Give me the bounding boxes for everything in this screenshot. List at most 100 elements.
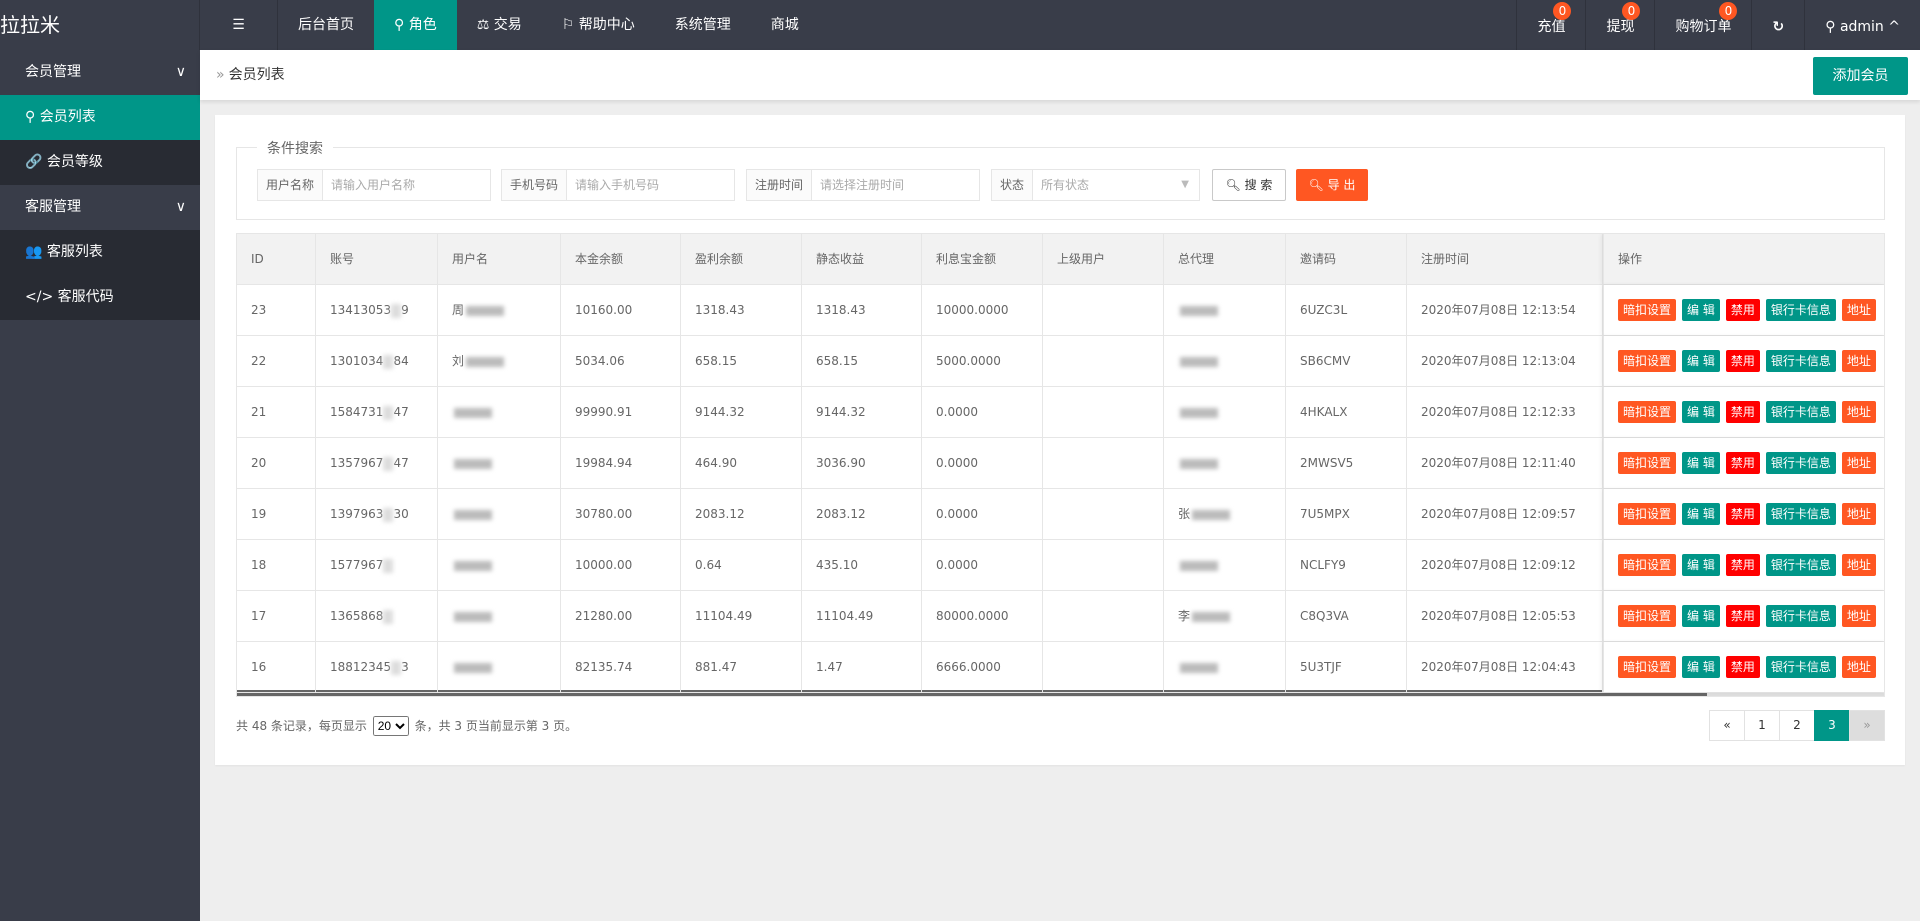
- edit-button[interactable]: 编 辑: [1682, 503, 1720, 525]
- row-actions: 暗扣设置编 辑禁用 银行卡信息 地址: [1603, 285, 1884, 335]
- nav-home[interactable]: 后台首页: [298, 17, 354, 33]
- disable-button[interactable]: 禁用: [1725, 452, 1760, 474]
- disable-button[interactable]: 禁用: [1725, 503, 1760, 525]
- username-input[interactable]: [323, 170, 490, 200]
- nav-trade[interactable]: ⚖ 交易: [476, 17, 522, 33]
- table-header: ID 账号 用户名 本金余额 盈利余额 静态收益 利息宝金额 上级用户 总代理 邀请码 注册时间 操作: [237, 234, 1884, 285]
- deduct-settings-button[interactable]: 暗扣设置: [1618, 503, 1677, 525]
- redacted: [454, 560, 492, 571]
- column-header: 邀请码: [1286, 234, 1407, 284]
- link-icon: 🔗: [25, 154, 47, 170]
- address-button[interactable]: 地址: [1841, 401, 1876, 423]
- address-button[interactable]: 地址: [1841, 299, 1876, 321]
- deduct-settings-button[interactable]: 暗扣设置: [1618, 350, 1677, 372]
- nav-orders[interactable]: 购物订单 0: [1654, 0, 1751, 50]
- refresh-icon[interactable]: ↻: [1751, 0, 1804, 50]
- sidebar-group-members[interactable]: 会员管理 ∨: [0, 50, 200, 95]
- bank-card-button[interactable]: 银行卡信息: [1765, 605, 1836, 627]
- page-next[interactable]: »: [1849, 710, 1885, 741]
- cell-acc: 1584731 47: [316, 387, 438, 437]
- row-actions: 暗扣设置编 辑禁用 银行卡信息 地址: [1603, 642, 1884, 692]
- bank-card-button[interactable]: 银行卡信息: [1765, 401, 1836, 423]
- edit-button[interactable]: 编 辑: [1682, 299, 1720, 321]
- cell-profit: 1318.43: [681, 285, 802, 335]
- status-select[interactable]: 所有状态 ▼: [1033, 170, 1199, 200]
- nav-recharge[interactable]: 充值 0: [1516, 0, 1585, 50]
- sidebar-item-member-level[interactable]: 🔗 会员等级: [0, 140, 200, 185]
- nav-mall[interactable]: 商城: [770, 17, 799, 33]
- disable-button[interactable]: 禁用: [1725, 401, 1760, 423]
- code-icon: </>: [25, 289, 58, 305]
- address-button[interactable]: 地址: [1841, 605, 1876, 627]
- cell-id: 21: [237, 387, 316, 437]
- redacted: [1180, 560, 1218, 571]
- edit-button[interactable]: 编 辑: [1682, 350, 1720, 372]
- bank-card-button[interactable]: 银行卡信息: [1765, 503, 1836, 525]
- cell-interest: 0.0000: [922, 387, 1043, 437]
- address-button[interactable]: 地址: [1841, 656, 1876, 678]
- regtime-input[interactable]: [812, 170, 979, 200]
- deduct-settings-button[interactable]: 暗扣设置: [1618, 656, 1677, 678]
- page-prev[interactable]: «: [1709, 710, 1745, 741]
- cell-id: 16: [237, 642, 316, 692]
- bank-card-button[interactable]: 银行卡信息: [1765, 350, 1836, 372]
- deduct-settings-button[interactable]: 暗扣设置: [1618, 605, 1677, 627]
- bank-card-button[interactable]: 银行卡信息: [1765, 299, 1836, 321]
- breadcrumb: » 会员列表 添加会员: [200, 50, 1920, 100]
- redacted: [391, 660, 402, 675]
- sidebar-item-member-list[interactable]: ⚲ 会员列表: [0, 95, 200, 140]
- horizontal-scrollbar[interactable]: [237, 690, 1884, 696]
- nav-withdraw[interactable]: 提现 0: [1585, 0, 1654, 50]
- redacted: [391, 303, 402, 318]
- column-header: ID: [237, 234, 316, 284]
- disable-button[interactable]: 禁用: [1725, 605, 1760, 627]
- sidebar-item-service-list[interactable]: 👥 客服列表: [0, 230, 200, 275]
- edit-button[interactable]: 编 辑: [1682, 554, 1720, 576]
- edit-button[interactable]: 编 辑: [1682, 401, 1720, 423]
- cell-principal: 10000.00: [561, 540, 681, 590]
- disable-button[interactable]: 禁用: [1725, 299, 1760, 321]
- per-page-select[interactable]: 20: [372, 716, 409, 736]
- edit-button[interactable]: 编 辑: [1682, 605, 1720, 627]
- edit-button[interactable]: 编 辑: [1682, 452, 1720, 474]
- chevron-down-icon: ∨: [175, 64, 186, 80]
- nav-role[interactable]: ⚲ 角色: [374, 0, 457, 50]
- username-group: 用户名称: [257, 169, 491, 201]
- sidebar-toggle-icon[interactable]: ☰: [200, 0, 278, 50]
- export-button[interactable]: 🔍︎ 导 出: [1296, 169, 1368, 201]
- address-button[interactable]: 地址: [1841, 503, 1876, 525]
- disable-button[interactable]: 禁用: [1725, 554, 1760, 576]
- bank-card-button[interactable]: 银行卡信息: [1765, 656, 1836, 678]
- bank-card-button[interactable]: 银行卡信息: [1765, 452, 1836, 474]
- redacted: [1180, 458, 1218, 469]
- sidebar-item-service-code[interactable]: </> 客服代码: [0, 275, 200, 320]
- address-button[interactable]: 地址: [1841, 452, 1876, 474]
- deduct-settings-button[interactable]: 暗扣设置: [1618, 452, 1677, 474]
- edit-button[interactable]: 编 辑: [1682, 656, 1720, 678]
- regtime-group: 注册时间: [746, 169, 980, 201]
- table-row: 22 1301034 84 刘 5034.06 658.15 658.15 5000.0000…: [237, 336, 1884, 387]
- page-2[interactable]: 2: [1779, 710, 1815, 741]
- deduct-settings-button[interactable]: 暗扣设置: [1618, 401, 1677, 423]
- cell-acc: 18812345 3: [316, 642, 438, 692]
- page-3[interactable]: 3: [1814, 710, 1850, 741]
- deduct-settings-button[interactable]: 暗扣设置: [1618, 554, 1677, 576]
- nav-help[interactable]: ⚐ 帮助中心: [561, 17, 635, 33]
- table-row: 21 1584731 47 99990.91 9144.32 9144.32 0.0000 4…: [237, 387, 1884, 438]
- phone-input[interactable]: [567, 170, 734, 200]
- sidebar-group-service[interactable]: 客服管理 ∨: [0, 185, 200, 230]
- deduct-settings-button[interactable]: 暗扣设置: [1618, 299, 1677, 321]
- address-button[interactable]: 地址: [1841, 350, 1876, 372]
- search-button[interactable]: 🔍︎ 搜 索: [1212, 169, 1286, 201]
- add-member-button[interactable]: 添加会员: [1813, 57, 1908, 95]
- disable-button[interactable]: 禁用: [1725, 656, 1760, 678]
- redacted: [1180, 356, 1218, 367]
- address-button[interactable]: 地址: [1841, 554, 1876, 576]
- table-row: 17 1365868 21280.00 11104.49 11104.49 80000.0…: [237, 591, 1884, 642]
- bank-card-button[interactable]: 银行卡信息: [1765, 554, 1836, 576]
- user-menu[interactable]: ⚲ admin ^: [1804, 0, 1920, 50]
- redacted: [383, 456, 394, 471]
- nav-system[interactable]: 系统管理: [674, 17, 731, 33]
- page-1[interactable]: 1: [1744, 710, 1780, 741]
- disable-button[interactable]: 禁用: [1725, 350, 1760, 372]
